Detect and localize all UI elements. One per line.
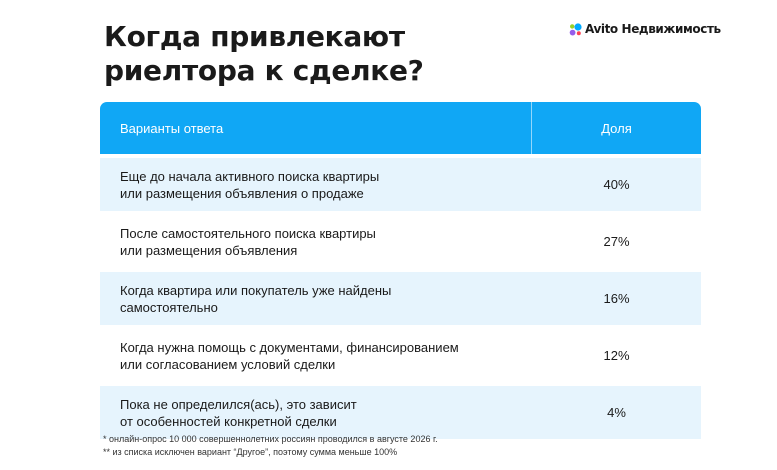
- answer-line: от особенностей конкретной сделки: [120, 413, 337, 429]
- answer-line: самостоятельно: [120, 299, 218, 315]
- share-cell: 27%: [603, 234, 630, 249]
- table-row: Когда квартира или покупатель уже найден…: [100, 272, 701, 325]
- footnotes: * онлайн-опрос 10 000 совершеннолетних р…: [103, 433, 438, 459]
- share-cell: 16%: [603, 291, 630, 306]
- answer-line: или размещения объявления: [120, 242, 298, 258]
- answer-cell: После самостоятельного поиска квартиры и…: [100, 225, 532, 259]
- page-title: Когда привлекают риелтора к сделке?: [104, 20, 424, 87]
- answer-cell: Когда квартира или покупатель уже найден…: [100, 282, 532, 316]
- brand-logo: Avito Недвижимость: [569, 22, 721, 36]
- share-cell: 4%: [607, 405, 626, 420]
- share-cell: 40%: [603, 177, 630, 192]
- survey-table: Варианты ответа Доля Еще до начала актив…: [100, 102, 701, 439]
- table-header: Варианты ответа Доля: [100, 102, 701, 154]
- table-row: Пока не определился(ась), это зависит от…: [100, 386, 701, 439]
- answer-line: или согласованием условий сделки: [120, 356, 336, 372]
- answer-line: Пока не определился(ась), это зависит: [120, 396, 357, 412]
- table-row: Еще до начала активного поиска квартиры …: [100, 158, 701, 211]
- answer-cell: Пока не определился(ась), это зависит от…: [100, 396, 532, 430]
- brand-name: Avito Недвижимость: [585, 22, 721, 36]
- answer-line: или размещения объявления о продаже: [120, 185, 364, 201]
- header-share: Доля: [601, 120, 632, 136]
- answer-cell: Еще до начала активного поиска квартиры …: [100, 168, 532, 202]
- answer-cell: Когда нужна помощь с документами, финанс…: [100, 339, 532, 373]
- table-row: Когда нужна помощь с документами, финанс…: [100, 329, 701, 382]
- answer-line: Когда нужна помощь с документами, финанс…: [120, 339, 459, 355]
- answer-line: После самостоятельного поиска квартиры: [120, 225, 376, 241]
- answer-line: Когда квартира или покупатель уже найден…: [120, 282, 392, 298]
- table-row: После самостоятельного поиска квартиры и…: [100, 215, 701, 268]
- header-answer: Варианты ответа: [100, 102, 532, 154]
- footnote: ** из списка исключен вариант “Другое”, …: [103, 447, 398, 457]
- answer-line: Еще до начала активного поиска квартиры: [120, 168, 380, 184]
- avito-dots-icon: [569, 22, 582, 35]
- footnote: * онлайн-опрос 10 000 совершеннолетних р…: [103, 434, 438, 444]
- share-cell: 12%: [603, 348, 630, 363]
